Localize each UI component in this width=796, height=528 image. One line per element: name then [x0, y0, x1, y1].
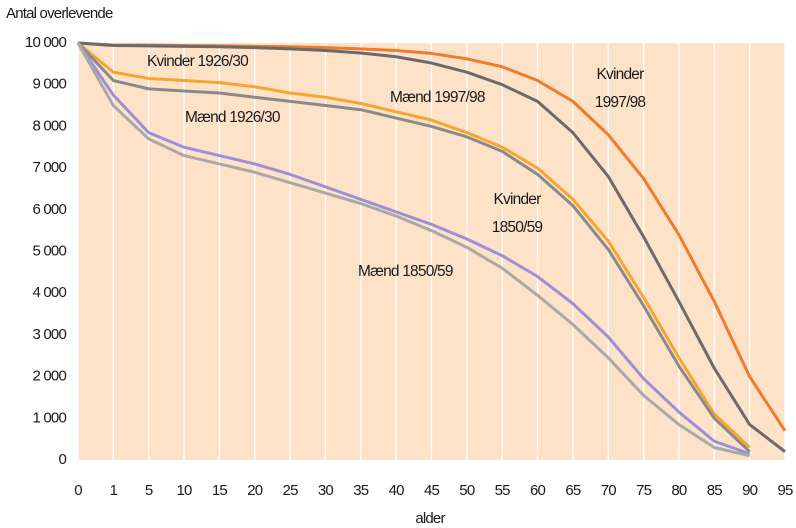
- series-label: Kvinder 1926/30: [147, 53, 249, 70]
- series-label: Mænd 1926/30: [185, 109, 281, 126]
- x-tick-label: 80: [671, 482, 687, 499]
- y-tick-label: 6 000: [32, 201, 66, 218]
- y-tick-label: 8 000: [32, 117, 66, 134]
- y-tick-label: 7 000: [32, 159, 66, 176]
- x-tick-label: 0: [74, 482, 82, 499]
- y-tick-label: 0: [58, 451, 66, 468]
- y-tick-label: 1 000: [32, 409, 66, 426]
- series-label: Mænd 1997/98: [390, 89, 485, 106]
- y-tick-label: 3 000: [32, 326, 66, 343]
- x-tick-label: 45: [424, 482, 440, 499]
- x-tick-label: 25: [283, 482, 299, 499]
- y-tick-label: 4 000: [32, 284, 66, 301]
- x-tick-label: 65: [565, 482, 581, 499]
- y-axis-title: Antal overlevende: [6, 5, 113, 22]
- y-tick-label: 10 000: [25, 34, 67, 51]
- x-tick-label: 40: [389, 482, 405, 499]
- series-label: Kvinder 1997/98: [595, 66, 646, 111]
- x-tick-label: 95: [777, 482, 793, 499]
- x-tick-label: 5: [145, 482, 153, 499]
- x-tick-label: 90: [742, 482, 758, 499]
- line-series: [77, 41, 786, 453]
- x-tick-label: 75: [636, 482, 652, 499]
- y-tick-label: 5 000: [32, 242, 66, 259]
- line-series: [76, 42, 751, 456]
- x-tick-label: 20: [247, 482, 263, 499]
- series-label: Mænd 1850/59: [358, 263, 453, 280]
- x-tick-label: 35: [353, 482, 369, 499]
- line-series: [77, 41, 751, 449]
- line-series: [76, 41, 751, 453]
- series-label: Kvinder 1850/59: [492, 191, 543, 236]
- line-series: [76, 42, 750, 458]
- x-tick-label: 10: [177, 482, 193, 499]
- y-tick-label: 9 000: [32, 76, 66, 93]
- x-axis-title: alder: [415, 510, 445, 527]
- y-tick-label: 2 000: [32, 368, 66, 385]
- x-tick-label: 85: [707, 482, 723, 499]
- x-tick-label: 15: [212, 482, 228, 499]
- x-tick-label: 30: [318, 482, 334, 499]
- x-tick-label: 1: [110, 482, 118, 499]
- x-tick-label: 55: [495, 482, 511, 499]
- x-tick-label: 60: [530, 482, 546, 499]
- x-tick-label: 50: [459, 482, 475, 499]
- x-tick-label: 70: [601, 482, 617, 499]
